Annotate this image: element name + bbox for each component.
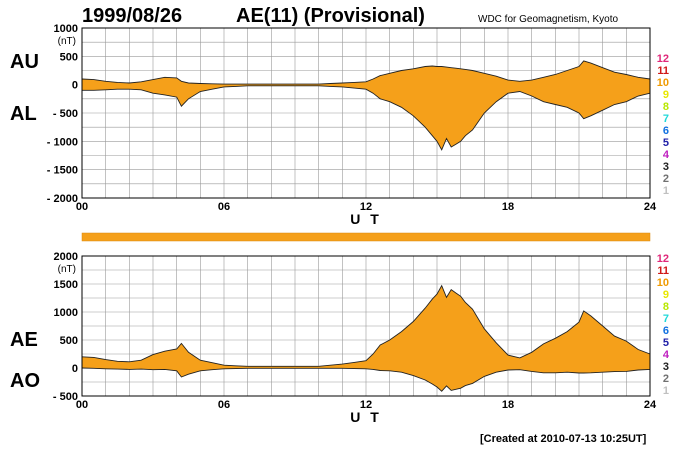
envelope-area <box>82 60 650 150</box>
legend-station-number: 2 <box>663 373 669 385</box>
y-tick-label: - 500 <box>53 391 78 403</box>
x-tick-label: 00 <box>76 201 88 213</box>
x-tick-label: 24 <box>644 399 657 411</box>
y-tick-label: 500 <box>60 51 78 63</box>
legend-station-number: 10 <box>657 277 669 289</box>
legend-station-number: 2 <box>663 173 669 185</box>
y-tick-label: - 1500 <box>47 165 78 177</box>
x-axis-label: U T <box>350 409 382 425</box>
series-line-lower <box>81 367 651 392</box>
unit-label: (nT) <box>58 36 76 47</box>
legend-station-number: 9 <box>663 289 669 301</box>
y-tick-label: - 500 <box>53 108 78 120</box>
series-line-upper <box>81 284 651 367</box>
y-tick-label: 2000 <box>54 251 78 263</box>
x-axis-label: U T <box>350 211 382 227</box>
side-label-upper: AE <box>10 329 38 351</box>
x-tick-label: 00 <box>76 399 88 411</box>
legend-station-number: 11 <box>657 65 669 77</box>
unit-label: (nT) <box>58 264 76 275</box>
legend-station-number: 4 <box>663 149 670 161</box>
legend-station-number: 5 <box>663 137 669 149</box>
legend-station-number: 4 <box>663 349 670 361</box>
legend-station-number: 1 <box>663 185 669 197</box>
side-label-upper: AU <box>10 51 39 73</box>
created-timestamp: [Created at 2010-07-13 10:25UT] <box>480 433 647 445</box>
series-line-upper <box>81 60 651 85</box>
au-al-panel: 1000 500 0 - 500 - 1000 - 1500 - 2000 (nT) 00 06 1… <box>10 23 670 227</box>
legend-station-number: 12 <box>657 253 669 265</box>
side-label-lower: AL <box>10 103 37 125</box>
y-tick-label: - 1000 <box>47 136 78 148</box>
side-label-lower: AO <box>10 370 40 392</box>
x-tick-label: 12 <box>360 399 372 411</box>
y-tick-label: 1000 <box>54 23 78 35</box>
legend-station-number: 1 <box>663 385 669 397</box>
x-tick-label: 24 <box>644 201 657 213</box>
legend-station-number: 9 <box>663 89 669 101</box>
legend-station-number: 3 <box>663 361 669 373</box>
y-tick-label: 1500 <box>54 279 78 291</box>
legend-station-number: 3 <box>663 161 669 173</box>
legend-station-number: 7 <box>663 313 669 325</box>
envelope-area <box>82 285 650 392</box>
legend-station-number: 12 <box>657 53 669 65</box>
plot-frame <box>81 27 651 199</box>
series-line-lower <box>82 85 651 151</box>
y-tick-label: - 2000 <box>47 193 78 205</box>
y-tick-label: 0 <box>72 80 78 92</box>
legend-station-number: 6 <box>663 325 669 337</box>
plot-frame <box>81 255 651 397</box>
legend-station-number: 5 <box>663 337 669 349</box>
y-tick-label: 1000 <box>54 307 78 319</box>
legend-station-number: 6 <box>663 125 669 137</box>
x-tick-label: 18 <box>502 201 514 213</box>
index-title: AE(11) (Provisional) <box>236 5 425 27</box>
legend-station-number: 8 <box>663 101 669 113</box>
legend-station-number: 11 <box>657 265 669 277</box>
x-tick-label: 06 <box>218 201 230 213</box>
y-tick-label: 0 <box>72 363 78 375</box>
x-tick-label: 18 <box>502 399 514 411</box>
x-tick-label: 12 <box>360 201 372 213</box>
source-label: WDC for Geomagnetism, Kyoto <box>478 14 618 25</box>
y-tick-label: 500 <box>60 335 78 347</box>
x-tick-label: 06 <box>218 399 230 411</box>
legend-station-number: 7 <box>663 113 669 125</box>
legend-station-number: 8 <box>663 301 669 313</box>
data-coverage-bar <box>81 232 651 242</box>
legend-station-number: 10 <box>657 77 669 89</box>
date-title: 1999/08/26 <box>82 5 182 27</box>
